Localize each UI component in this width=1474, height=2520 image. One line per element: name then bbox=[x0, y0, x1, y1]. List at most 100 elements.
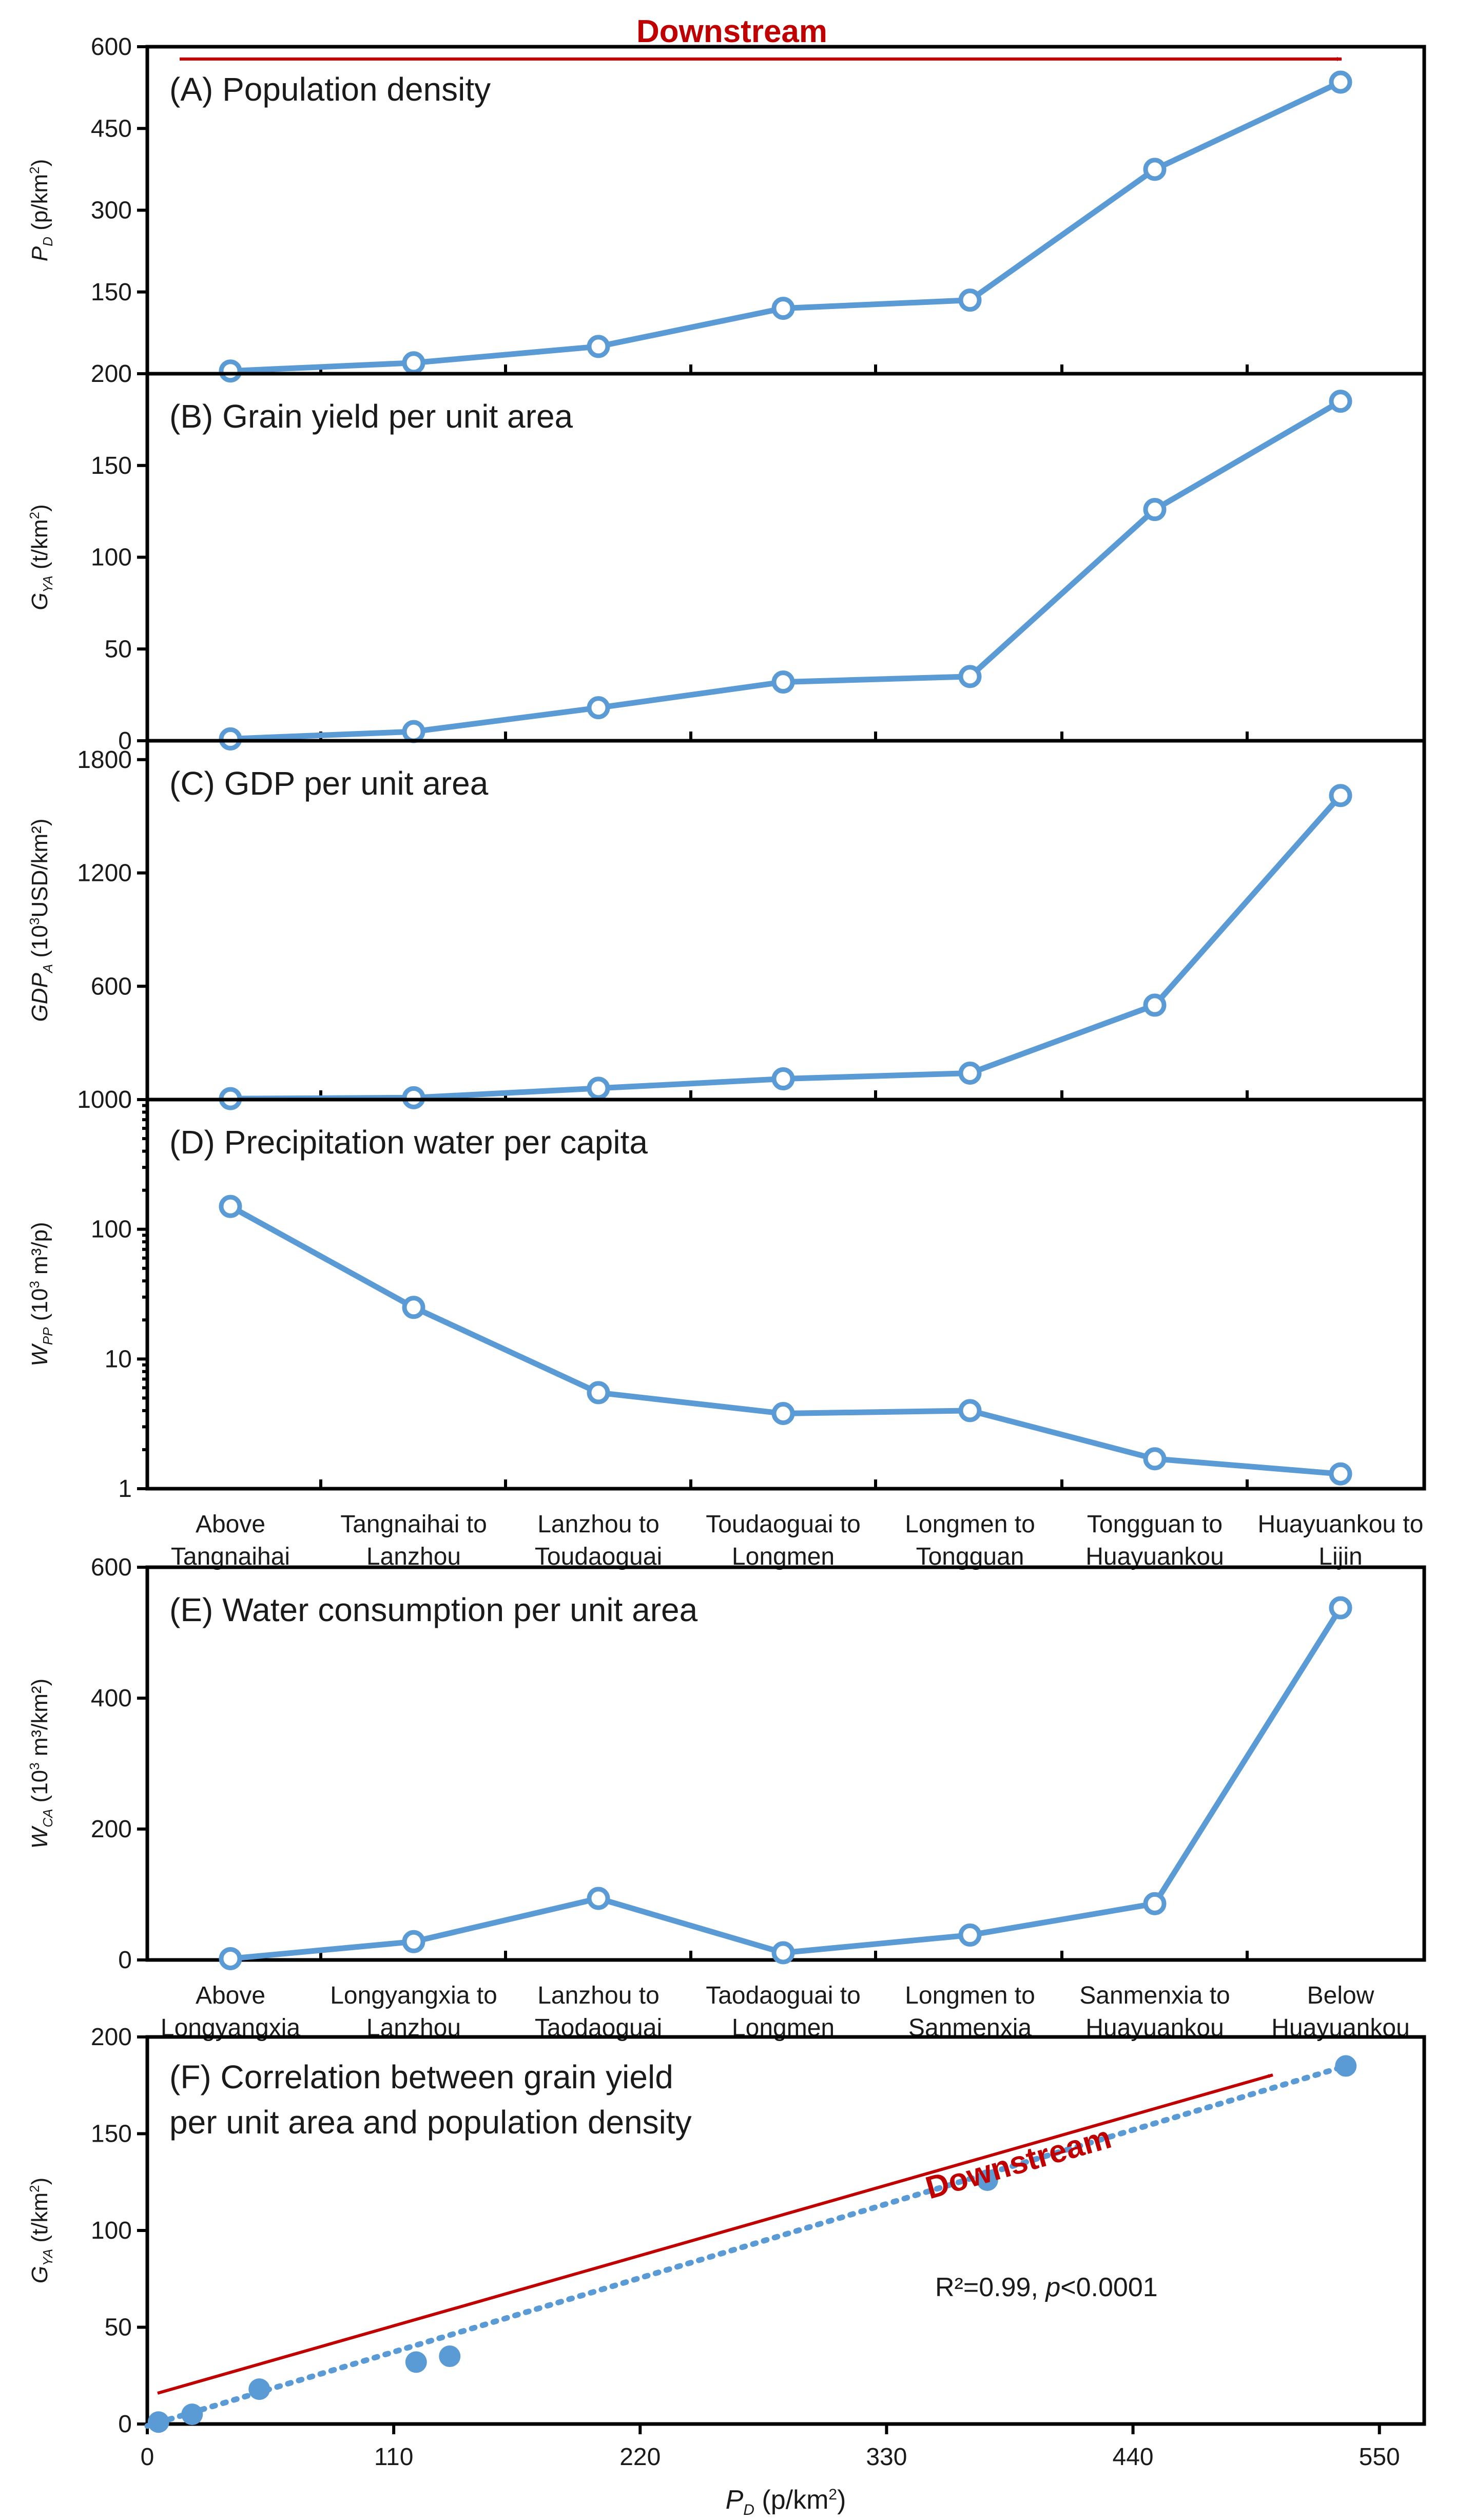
ylabel-B: GYA (t/km2) bbox=[27, 504, 55, 610]
data-point-E bbox=[1329, 1596, 1352, 1620]
series-line-C bbox=[230, 794, 1343, 1102]
downstream-arrow-F bbox=[157, 2073, 1273, 2395]
y-tick-label-B: 50 bbox=[105, 636, 132, 663]
y-tick-label-B: 100 bbox=[91, 544, 132, 571]
panel-title-E: (E) Water consumption per unit area bbox=[169, 1591, 698, 1628]
panel-title-F: per unit area and population density bbox=[169, 2104, 692, 2141]
data-point-D bbox=[1329, 1462, 1352, 1486]
category-label-E: Longmen to bbox=[905, 1982, 1035, 2009]
x-tick-label-F: 220 bbox=[619, 2444, 661, 2471]
data-point-E bbox=[587, 1887, 610, 1910]
data-point-C bbox=[587, 1076, 610, 1100]
x-tick-label-F: 0 bbox=[141, 2444, 154, 2471]
ylabel-C: GDPA (103USD/km²) bbox=[27, 818, 55, 1022]
data-point-D bbox=[958, 1399, 982, 1422]
category-label-D: Lanzhou to bbox=[537, 1511, 660, 1538]
y-tick-label-E: 200 bbox=[91, 1816, 132, 1843]
data-point-B bbox=[587, 696, 610, 720]
panel-title-C: (C) GDP per unit area bbox=[169, 765, 489, 802]
panel-C: 0 600 1200 1800 (C) GDP per unit area GDPA (1… bbox=[27, 739, 1426, 1113]
y-tick-label-E: 400 bbox=[91, 1685, 132, 1712]
category-label-E: Sanmenxia to bbox=[1079, 1982, 1230, 2009]
downstream-label-A: Downstream bbox=[636, 14, 827, 49]
category-label-E: Above bbox=[196, 1982, 265, 2009]
xlabel-F: PD (p/km2) bbox=[726, 2485, 846, 2518]
data-point-D bbox=[771, 1402, 795, 1426]
y-tick-label-A: 0 bbox=[118, 360, 132, 388]
downstream-label-F: Downstream bbox=[922, 2120, 1115, 2206]
scatter-point-F bbox=[1335, 2055, 1357, 2077]
y-tick-label-D: 10 bbox=[105, 1345, 132, 1373]
data-point-A bbox=[958, 288, 982, 312]
ylabel-E: WCA (103 m³/km²) bbox=[27, 1679, 55, 1849]
data-point-E bbox=[958, 1923, 982, 1947]
y-tick-label-A: 450 bbox=[91, 115, 132, 142]
ylabel-F: GYA (t/km2) bbox=[27, 2178, 55, 2284]
category-label-D: Above bbox=[196, 1511, 265, 1538]
data-point-E bbox=[1143, 1892, 1167, 1915]
panel-title-F: (F) Correlation between grain yield bbox=[169, 2059, 673, 2095]
data-point-A bbox=[1329, 70, 1352, 94]
panel-title-D: (D) Precipitation water per capita bbox=[169, 1124, 648, 1161]
y-tick-label-A: 150 bbox=[91, 279, 132, 306]
series-line-E bbox=[230, 1606, 1343, 1961]
y-tick-label-A: 600 bbox=[91, 33, 132, 61]
scatter-point-F bbox=[439, 2345, 461, 2368]
x-tick-label-F: 550 bbox=[1359, 2444, 1400, 2471]
data-point-B bbox=[958, 665, 982, 688]
y-tick-label-F: 150 bbox=[91, 2121, 132, 2148]
series-line-A bbox=[230, 80, 1342, 374]
panel-title-B: (B) Grain yield per unit area bbox=[169, 398, 573, 435]
data-point-D bbox=[587, 1381, 610, 1405]
y-tick-label-D: 1 bbox=[118, 1475, 132, 1503]
category-label-D: Huayuankou to bbox=[1258, 1511, 1424, 1538]
y-tick-label-C: 1200 bbox=[77, 860, 132, 887]
category-label-E: Lanzhou to bbox=[537, 1982, 660, 2009]
x-tick-label-F: 440 bbox=[1113, 2444, 1154, 2471]
panel-title-A: (A) Population density bbox=[169, 71, 491, 108]
y-tick-label-F: 0 bbox=[118, 2411, 132, 2438]
scatter-point-F bbox=[405, 2351, 427, 2373]
data-point-C bbox=[402, 1086, 425, 1109]
data-point-A bbox=[1143, 158, 1167, 181]
x-tick-label-F: 330 bbox=[866, 2444, 907, 2471]
scatter-point-F bbox=[976, 2169, 998, 2191]
data-point-E bbox=[771, 1941, 795, 1965]
scatter-point-F bbox=[147, 2411, 169, 2433]
y-tick-label-D: 1000 bbox=[77, 1086, 132, 1113]
x-tick-label-F: 110 bbox=[374, 2444, 414, 2471]
y-tick-label-C: 600 bbox=[91, 973, 132, 1000]
panel-E: 0 200 400 600 (E) Water consumption per unit… bbox=[27, 1554, 1426, 2042]
ylabel-D: WPP (103 m³/p) bbox=[27, 1222, 55, 1366]
category-label-E: Below bbox=[1307, 1982, 1374, 2009]
y-tick-label-C: 1800 bbox=[77, 746, 132, 774]
category-label-D: Tangnaihai to bbox=[340, 1511, 487, 1538]
y-tick-label-D: 100 bbox=[91, 1216, 132, 1243]
y-tick-label-F: 200 bbox=[91, 2024, 132, 2051]
y-tick-label-A: 300 bbox=[91, 197, 132, 224]
data-point-A bbox=[402, 351, 425, 375]
data-point-A bbox=[219, 359, 242, 383]
data-point-C bbox=[958, 1061, 982, 1085]
data-point-C bbox=[771, 1067, 795, 1091]
y-tick-label-E: 0 bbox=[118, 1947, 132, 1974]
y-tick-label-B: 0 bbox=[118, 727, 132, 755]
y-tick-label-F: 50 bbox=[105, 2314, 132, 2341]
category-label-D: Toudaoguai to bbox=[706, 1511, 861, 1538]
panel-F: 0 50 100 150 200 0 110 220 330 440 550 (F) Correlat… bbox=[27, 2024, 1426, 2518]
data-point-B bbox=[1143, 498, 1167, 522]
scatter-point-F bbox=[181, 2403, 203, 2426]
panel-A: 0 150 300 450 600 (A) Population density PD (p… bbox=[27, 14, 1426, 388]
data-point-D bbox=[402, 1296, 425, 1319]
data-point-A bbox=[771, 297, 795, 320]
panel-D: 1 10 100 1000 (D) Precipitation water per ca… bbox=[27, 1086, 1426, 1570]
ylabel-A: PD (p/km2) bbox=[27, 159, 55, 262]
series-line-D bbox=[229, 1204, 1341, 1477]
y-tick-label-B: 200 bbox=[91, 360, 132, 388]
scatter-point-F bbox=[248, 2378, 270, 2400]
y-tick-label-F: 100 bbox=[91, 2217, 132, 2244]
data-point-B bbox=[771, 670, 795, 694]
data-point-C bbox=[1329, 784, 1352, 807]
y-tick-label-C: 0 bbox=[118, 1086, 132, 1113]
